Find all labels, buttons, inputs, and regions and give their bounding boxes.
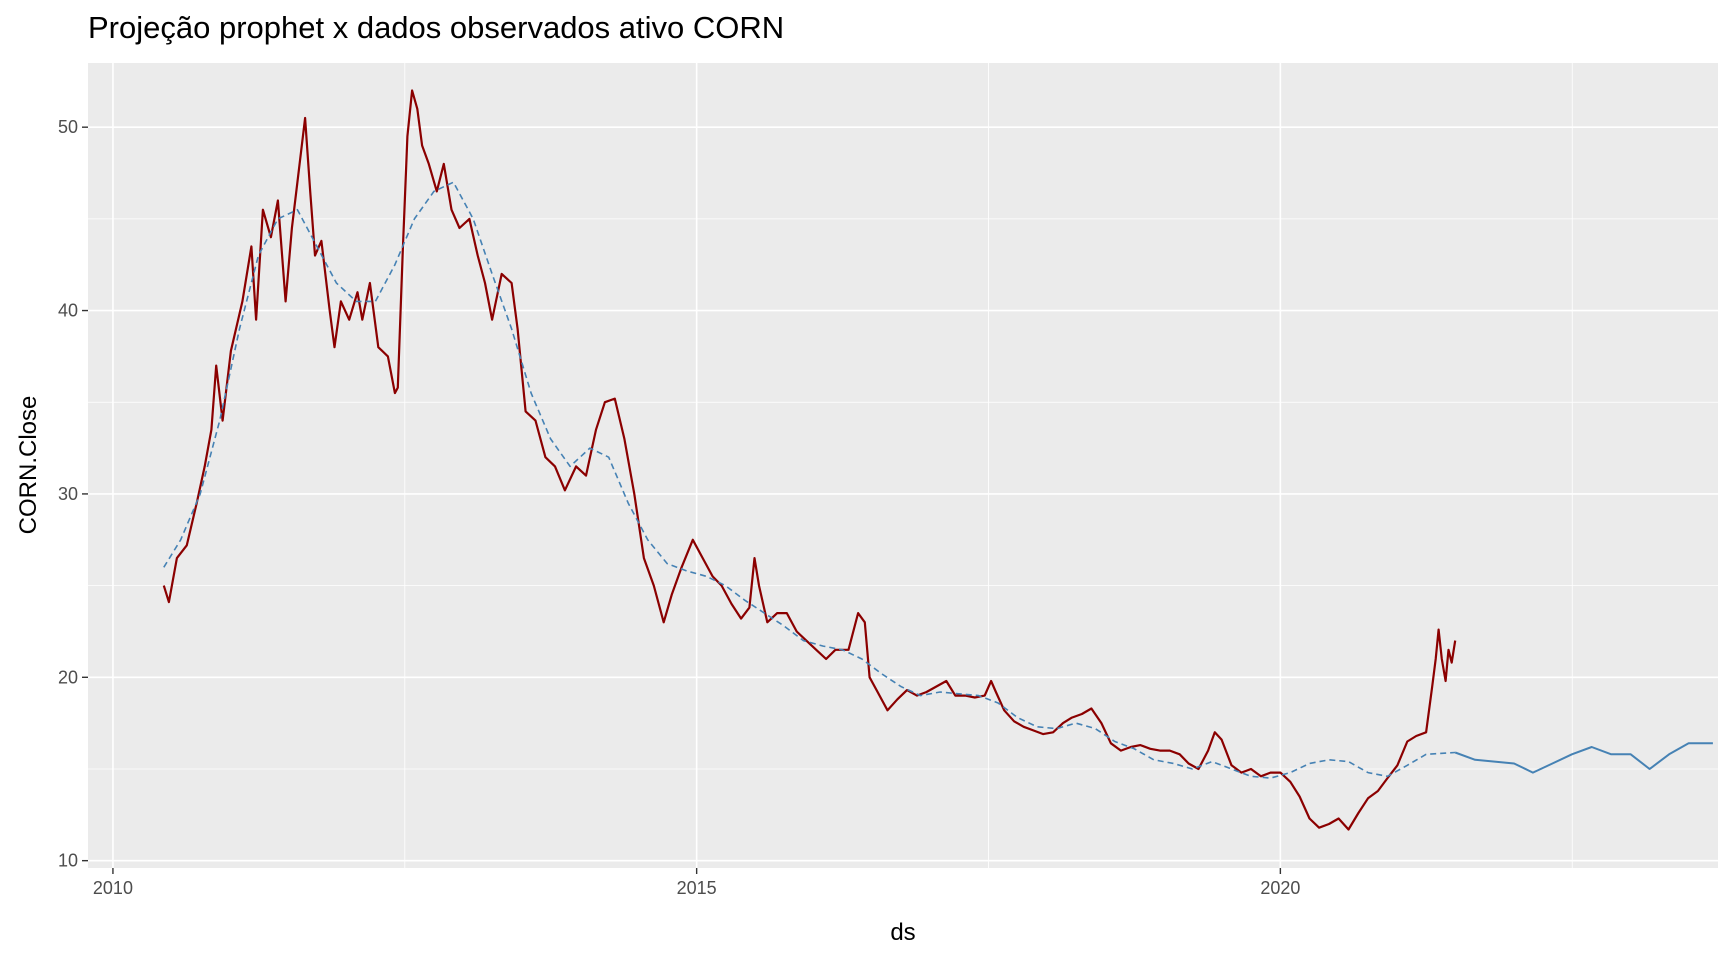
grid-minor [88, 63, 1718, 868]
tick-labels: 10 20 30 40 50 2010 2015 2020 [58, 117, 1300, 898]
x-tick-label: 2010 [93, 878, 133, 898]
series-line-projection-forecast [1454, 742, 1713, 774]
x-tick-label: 2020 [1260, 878, 1300, 898]
series-line-projection-fitted [163, 181, 1456, 779]
x-axis-title: ds [890, 919, 915, 946]
y-tick-label: 30 [58, 484, 78, 504]
y-tick-label: 20 [58, 667, 78, 687]
y-tick-label: 40 [58, 301, 78, 321]
y-tick-label: 10 [58, 851, 78, 871]
chart-title: Projeção prophet x dados observados ativ… [88, 10, 785, 45]
plot-panel [88, 63, 1718, 868]
y-axis-title: CORN.Close [15, 396, 42, 535]
x-tick-label: 2015 [677, 878, 717, 898]
series-layer [162, 89, 1713, 831]
axis-ticks [82, 126, 1282, 874]
y-tick-label: 50 [58, 117, 78, 137]
